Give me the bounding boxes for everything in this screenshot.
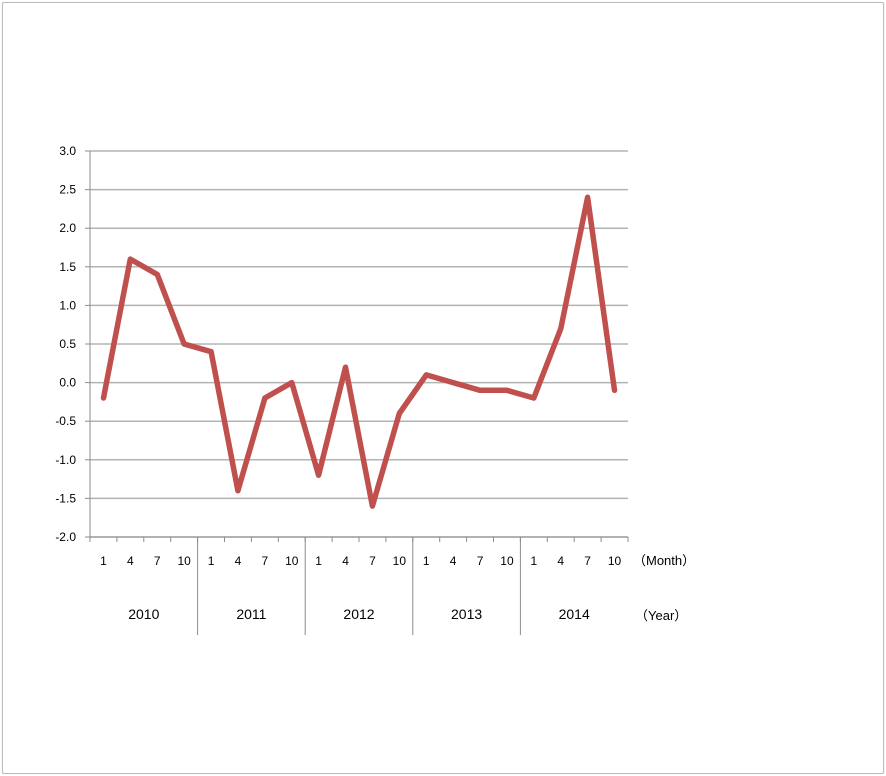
x-axis-month-labels: 1 4 7 10 1 4 7 10 1 4 7 10 1 4 7 10 1 4 7 10: [100, 554, 621, 568]
line-chart: 3.0 2.5 2.0 1.5 1.0 0.5 0.0 -0.5 -1.0 -1.5 -2.0 1 4…: [55, 144, 695, 635]
y-tick-label: 2.0: [59, 221, 76, 235]
x-axis-year-labels: 2010 2011 2012 2013 2014: [128, 606, 590, 622]
x-tick-label: 10: [393, 554, 407, 568]
x-tick-label: 4: [557, 554, 564, 568]
x-tick-label: 1: [423, 554, 430, 568]
x-tick-label: 4: [235, 554, 242, 568]
x-tick-label: 10: [608, 554, 622, 568]
x-tick-label: 7: [477, 554, 484, 568]
x-tick-label: 7: [584, 554, 591, 568]
x-tick-label: 10: [500, 554, 514, 568]
y-tick-label: 0.0: [59, 376, 76, 390]
year-label: 2014: [559, 606, 590, 622]
y-tick-label: -1.0: [55, 453, 76, 467]
y-tick-label: 3.0: [59, 144, 76, 158]
year-label: 2010: [128, 606, 159, 622]
series-lines: [100, 194, 618, 509]
y-tick-label: 1.0: [59, 298, 76, 312]
x-tick-label: 1: [208, 554, 215, 568]
year-label: 2012: [343, 606, 374, 622]
year-label: 2011: [236, 606, 266, 622]
x-tick-label: 7: [369, 554, 376, 568]
y-tick-label: -1.5: [55, 491, 76, 505]
y-tick-label: 2.5: [59, 183, 76, 197]
gridlines: [90, 150, 628, 538]
axes: [85, 150, 629, 635]
x-tick-label: 4: [127, 554, 134, 568]
series-line: [100, 194, 618, 509]
x-tick-label: 7: [262, 554, 269, 568]
y-axis-tick-labels: 3.0 2.5 2.0 1.5 1.0 0.5 0.0 -0.5 -1.0 -1.5 -2.0: [55, 144, 76, 544]
y-tick-label: 1.5: [59, 260, 76, 274]
year-unit-label: （Year）: [635, 608, 687, 623]
x-tick-label: 10: [285, 554, 299, 568]
x-tick-label: 1: [315, 554, 322, 568]
y-tick-label: -2.0: [55, 530, 76, 544]
month-unit-label: （Month）: [633, 553, 695, 568]
y-tick-label: 0.5: [59, 337, 76, 351]
x-tick-label: 1: [531, 554, 538, 568]
year-label: 2013: [451, 606, 482, 622]
x-tick-label: 10: [177, 554, 191, 568]
x-tick-label: 1: [100, 554, 107, 568]
x-tick-label: 7: [154, 554, 161, 568]
x-tick-label: 4: [450, 554, 457, 568]
x-tick-label: 4: [342, 554, 349, 568]
y-tick-label: -0.5: [55, 414, 76, 428]
